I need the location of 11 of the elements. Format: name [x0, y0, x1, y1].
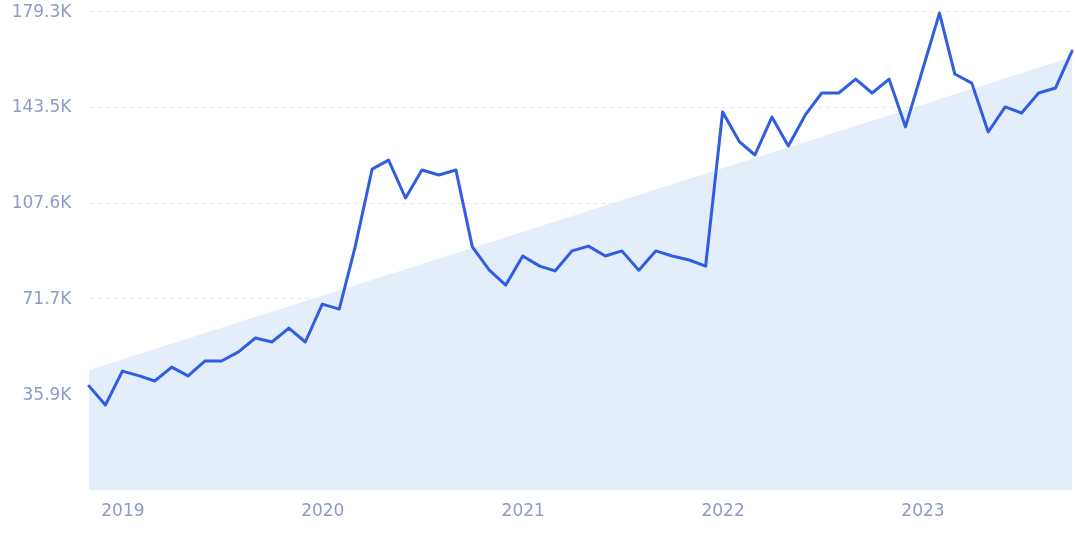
y-tick-label: 143.5K: [11, 96, 73, 117]
x-tick-label: 2021: [501, 499, 545, 520]
y-tick-label: 107.6K: [11, 192, 73, 213]
x-tick-label: 2023: [901, 499, 945, 520]
y-tick-label: 179.3K: [11, 0, 73, 21]
x-tick-label: 2019: [101, 499, 145, 520]
y-tick-label: 35.9K: [22, 383, 73, 404]
y-tick-label: 71.7K: [22, 287, 73, 308]
x-tick-label: 2020: [301, 499, 345, 520]
line-series: [87, 11, 1074, 407]
x-tick-label: 2022: [701, 499, 745, 520]
